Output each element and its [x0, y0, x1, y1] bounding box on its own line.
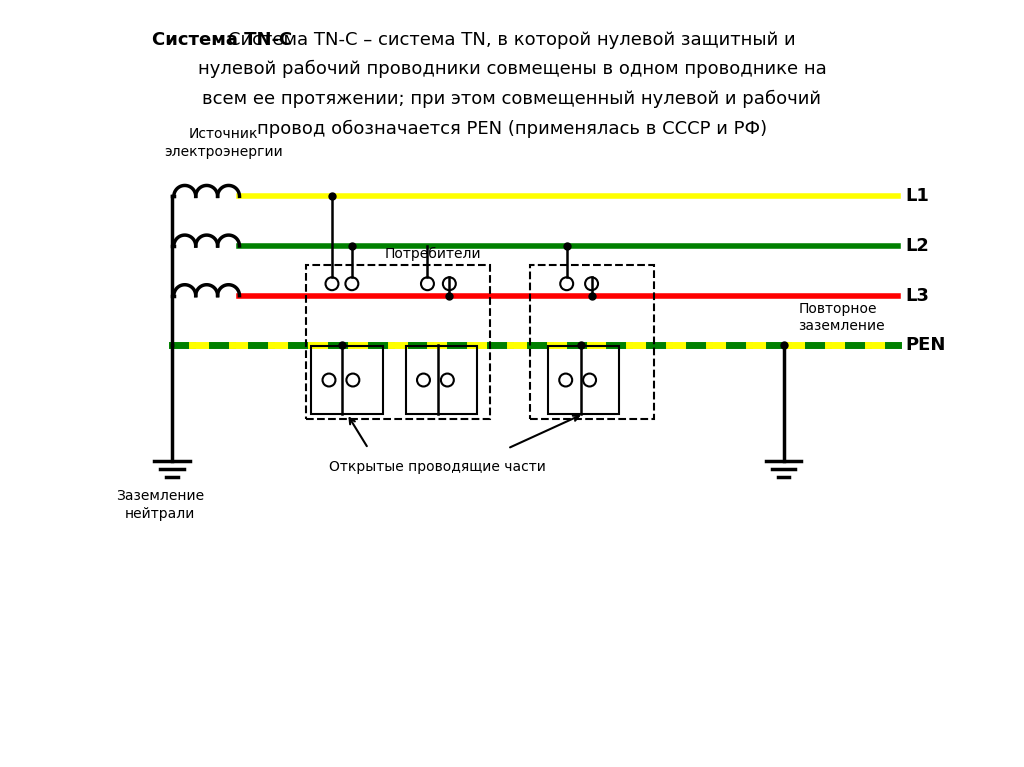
Bar — [406, 346, 477, 413]
Bar — [311, 346, 383, 413]
Text: Система TN-C – система TN, в которой нулевой защитный и: Система TN-C – система TN, в которой нул… — [228, 31, 796, 48]
Text: Заземление
нейтрали: Заземление нейтрали — [116, 489, 204, 521]
Text: Потребители: Потребители — [385, 247, 481, 261]
Text: PEN: PEN — [906, 336, 946, 354]
Text: нулевой рабочий проводники совмещены в одном проводнике на: нулевой рабочий проводники совмещены в о… — [198, 60, 826, 78]
Text: L2: L2 — [906, 237, 930, 255]
Text: Источник
электроэнергии: Источник электроэнергии — [164, 127, 283, 159]
Text: Система TN-C: Система TN-C — [153, 31, 293, 48]
Text: всем ее протяжении; при этом совмещенный нулевой и рабочий: всем ее протяжении; при этом совмещенный… — [203, 90, 821, 108]
Bar — [306, 265, 490, 419]
Bar — [548, 346, 620, 413]
Text: L1: L1 — [906, 187, 930, 206]
Text: провод обозначается PEN (применялась в СССР и РФ): провод обозначается PEN (применялась в С… — [257, 120, 767, 138]
Bar — [529, 265, 654, 419]
Text: Открытые проводящие части: Открытые проводящие части — [330, 460, 547, 475]
Text: Повторное
заземление: Повторное заземление — [799, 302, 885, 334]
Text: L3: L3 — [906, 287, 930, 304]
